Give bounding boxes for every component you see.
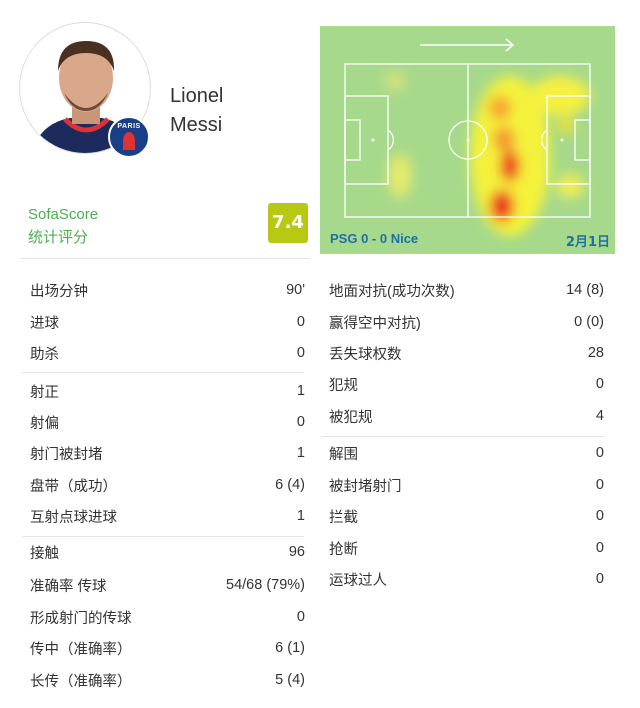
stat-label: 进球	[30, 315, 59, 332]
eiffel-tower-icon	[123, 132, 135, 150]
stat-row: 出场分钟 90'	[30, 278, 305, 302]
stat-label: 接触	[30, 545, 59, 562]
stat-value: 1	[296, 445, 305, 461]
stat-row: 形成射门的传球 0	[30, 605, 305, 629]
rating-source: SofaScore	[28, 206, 99, 223]
stat-row: 抢断 0	[329, 536, 604, 560]
stat-value: 5 (4)	[275, 672, 305, 688]
stat-value: 0	[595, 508, 604, 524]
stat-row: 盘带（成功） 6 (4)	[30, 473, 305, 497]
stat-value: 6 (4)	[275, 477, 305, 493]
stat-value: 0	[595, 540, 604, 556]
first-name: Lionel	[170, 85, 224, 107]
stat-row: 丢失球权数 28	[329, 341, 604, 365]
club-badge-text: PARIS	[117, 123, 141, 130]
stat-label: 互射点球进球	[30, 509, 117, 526]
stat-label: 准确率 传球	[30, 578, 107, 595]
stat-label: 被封堵射门	[329, 478, 402, 495]
stat-label: 赢得空中对抗)	[329, 315, 421, 332]
divider	[22, 536, 304, 537]
stat-value: 0	[595, 376, 604, 392]
stat-value: 0	[296, 345, 305, 361]
stat-label: 射门被封堵	[30, 446, 103, 463]
stat-value: 0	[296, 314, 305, 330]
stat-value: 4	[595, 408, 604, 424]
stat-value: 0	[595, 445, 604, 461]
divider	[322, 436, 604, 437]
stat-label: 运球过人	[329, 572, 387, 589]
player-name: Lionel Messi	[170, 82, 223, 140]
stat-value: 28	[587, 345, 604, 361]
heatmap-pitch	[344, 38, 591, 236]
stat-label: 形成射门的传球	[30, 610, 132, 627]
stat-label: 拦截	[329, 509, 358, 526]
stat-row: 射偏 0	[30, 410, 305, 434]
stat-value: 54/68 (79%)	[226, 577, 305, 593]
stat-row: 射门被封堵 1	[30, 441, 305, 465]
stat-row: 互射点球进球 1	[30, 504, 305, 528]
stat-row: 地面对抗(成功次数) 14 (8)	[329, 278, 604, 302]
stat-label: 长传（准确率）	[30, 673, 132, 690]
rating-caption: 统计评分	[28, 229, 89, 246]
stat-row: 被犯规 4	[329, 404, 604, 428]
arrow-right-icon	[420, 38, 515, 52]
stat-label: 犯规	[329, 377, 358, 394]
stat-label: 射正	[30, 384, 59, 401]
stat-label: 地面对抗(成功次数)	[329, 283, 455, 300]
stat-row: 赢得空中对抗) 0 (0)	[329, 310, 604, 334]
stat-label: 被犯规	[329, 409, 373, 426]
last-name: Messi	[170, 114, 223, 136]
stat-value: 0	[296, 609, 305, 625]
stat-row: 长传（准确率） 5 (4)	[30, 668, 305, 692]
heatmap-panel[interactable]	[320, 26, 615, 254]
stat-row: 助杀 0	[30, 341, 305, 365]
stat-value: 0	[296, 414, 305, 430]
rating-label: SofaScore 统计评分	[28, 203, 98, 249]
stat-row: 接触 96	[30, 540, 305, 564]
stat-label: 丢失球权数	[329, 346, 402, 363]
rating-badge: 7.4	[268, 203, 308, 243]
match-date: 2月1日	[565, 235, 610, 250]
stat-value: 0	[595, 477, 604, 493]
stat-label: 出场分钟	[30, 283, 88, 300]
stat-row: 犯规 0	[329, 372, 604, 396]
stat-row: 准确率 传球 54/68 (79%)	[30, 573, 305, 597]
stat-label: 助杀	[30, 346, 59, 363]
stat-value: 0 (0)	[574, 314, 604, 330]
stat-value: 1	[296, 508, 305, 524]
stat-row: 被封堵射门 0	[329, 473, 604, 497]
heatmap-blobs	[385, 71, 590, 236]
match-score[interactable]: PSG 0 - 0 Nice	[330, 231, 419, 246]
stat-label: 盘带（成功）	[30, 478, 117, 495]
stat-label: 解围	[329, 446, 358, 463]
stat-row: 运球过人 0	[329, 567, 604, 591]
divider	[20, 258, 310, 259]
stat-value: 96	[288, 544, 305, 560]
stat-label: 射偏	[30, 415, 59, 432]
stat-value: 1	[296, 383, 305, 399]
stat-row: 解围 0	[329, 441, 604, 465]
stat-value: 90'	[286, 282, 305, 298]
divider	[22, 372, 304, 373]
psg-badge-icon: PARIS	[108, 116, 150, 158]
stat-row: 传中（准确率） 6 (1)	[30, 636, 305, 660]
stat-value: 0	[595, 571, 604, 587]
stat-row: 进球 0	[30, 310, 305, 334]
stat-value: 14 (8)	[566, 282, 604, 298]
stat-row: 射正 1	[30, 379, 305, 403]
stat-row: 拦截 0	[329, 504, 604, 528]
stat-value: 6 (1)	[275, 640, 305, 656]
stat-label: 传中（准确率）	[30, 641, 132, 658]
stat-label: 抢断	[329, 541, 358, 558]
